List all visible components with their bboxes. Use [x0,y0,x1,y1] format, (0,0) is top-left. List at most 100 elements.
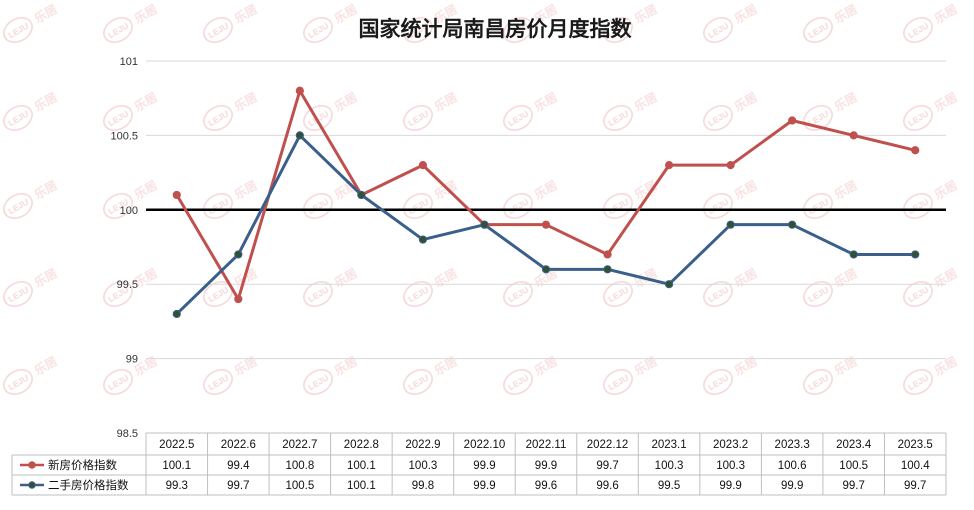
series-0-point [172,190,181,200]
x-tick-label: 2022.6 [221,439,256,451]
y-axis-ticks: 101 100.5 100 99.5 99 98.5 [110,56,138,440]
x-tick-label: 2022.9 [405,439,440,451]
watermark-logo-ring [703,105,733,131]
series-1-point [480,220,489,229]
watermark-logo-ring [3,281,33,307]
watermark-logo-ring [403,105,433,131]
series-1-point [603,265,612,274]
watermark-logo-ring [303,17,333,43]
data-label: 100.5 [285,480,314,492]
series-0-point [295,86,304,95]
watermark-logo-ring [703,193,733,219]
series-layer [172,86,920,319]
x-tick-label: 2022.10 [464,439,506,451]
y-tick-label: 98.5 [117,428,138,440]
watermark-logo-ring [103,369,133,395]
series-0-point [234,294,243,304]
x-tick-label: 2023.1 [651,439,686,451]
watermark-logo-ring [3,17,33,43]
x-tick-label: 2022.8 [344,439,379,451]
series-1-point [911,250,920,259]
series-1-point [849,250,858,259]
data-label: 99.9 [781,480,803,492]
y-tick-label: 99 [126,354,138,366]
watermark-logo-ring [403,369,433,395]
watermark-logo-ring [803,17,833,43]
watermark-logo-ring [303,105,333,131]
data-label: 99.3 [166,480,188,492]
watermark-logo-ring [403,17,433,43]
data-label: 99.9 [473,460,495,472]
x-tick-label: 2023.4 [836,439,872,451]
data-label: 99.7 [904,480,926,492]
watermark-logo-ring [203,369,233,395]
watermark-logo-ring [903,193,933,219]
x-tick-label: 2022.5 [159,439,194,451]
data-label: 100.1 [162,460,191,472]
watermark-logo-ring [103,17,133,43]
data-label: 99.9 [535,460,557,472]
series-0-point [788,116,797,125]
watermark-logo-ring [903,105,933,131]
watermark-logo-ring [103,281,133,307]
data-label: 99.8 [412,480,434,492]
watermark-logo-ring [503,17,533,43]
data-label: 99.9 [719,480,741,492]
watermark-logo-ring [903,369,933,395]
watermark-logo-ring [703,17,733,43]
watermark-logo-ring [3,105,33,131]
series-0-point [849,131,858,140]
watermark-logo-ring [603,193,633,219]
x-tick-label: 2023.5 [898,439,933,451]
x-tick-label: 2023.2 [713,439,748,451]
watermark-logo-ring [803,369,833,395]
series-1-point [788,220,797,229]
y-tick-label: 100 [120,205,138,217]
x-tick-label: 2022.11 [526,439,567,451]
data-label: 100.6 [778,460,807,472]
watermark-logo-ring [203,17,233,43]
y-tick-label: 101 [120,56,138,68]
series-1-point [418,235,428,244]
legend-marker [28,461,36,469]
watermark-logo-ring [403,193,433,219]
watermark-logo-ring [103,105,133,131]
data-label: 99.6 [535,480,557,492]
legend-marker [28,481,36,489]
watermark-logo-ring [303,369,333,395]
series-1-point [234,250,243,259]
legend-entry: 新房价格指数 [48,458,117,472]
watermark-logo-ring [203,193,233,219]
data-label: 99.9 [473,480,495,492]
watermark-logo-ring [3,369,33,395]
series-1-point [357,190,366,200]
series-1-point [172,309,181,319]
watermark-logo-ring [503,105,533,131]
data-label: 100.5 [839,460,868,472]
data-label: 100.1 [347,460,376,472]
watermark-logo-ring [603,105,633,131]
data-label: 99.7 [227,480,249,492]
data-label: 100.1 [347,480,376,492]
x-tick-label: 2022.12 [587,439,629,451]
data-table: 2022.5 2022.6 2022.7 2022.8 2022.9 2022.10 202… [11,432,947,496]
y-tick-label: 100.5 [110,130,138,142]
series-0-point [418,161,428,170]
series-1-point [541,265,551,274]
legend-entry: 二手房价格指数 [48,478,129,492]
series-0-point [603,250,612,259]
watermark-logo-ring [903,17,933,43]
series-0-point [911,146,920,155]
watermark-logo-ring [3,193,33,219]
watermark-logo-ring [803,193,833,219]
series-1-point [664,280,674,289]
watermark-logo-ring [503,193,533,219]
watermark-logo-ring [503,369,533,395]
data-label: 99.6 [596,480,618,492]
data-label: 100.8 [285,460,314,472]
x-tick-label: 2023.3 [775,439,810,451]
data-label: 99.5 [658,480,680,492]
data-label: 100.3 [716,460,745,472]
chart-title: 国家统计局南昌房价月度指数 [359,17,633,41]
